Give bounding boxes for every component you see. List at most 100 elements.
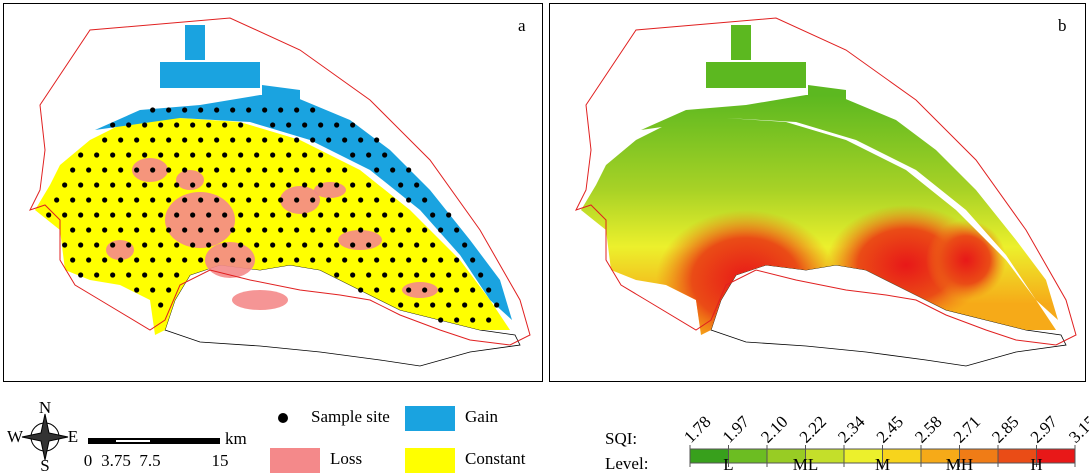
sample-site [150, 287, 155, 292]
sample-site [446, 302, 451, 307]
sample-site [230, 257, 235, 262]
sample-site [422, 227, 427, 232]
sample-site [406, 257, 411, 262]
sample-site [238, 212, 243, 217]
sample-site [198, 227, 203, 232]
sample-site [350, 122, 355, 127]
sample-site [454, 287, 459, 292]
sample-site [390, 287, 395, 292]
sample-site [350, 242, 355, 247]
sample-site [294, 107, 299, 112]
sample-site [110, 212, 115, 217]
sample-site [478, 272, 483, 277]
sample-site [270, 212, 275, 217]
legend-label: Gain [465, 407, 499, 426]
sample-site [326, 137, 331, 142]
sample-site [126, 272, 131, 277]
map [30, 18, 530, 366]
sample-site [118, 167, 123, 172]
sample-site [134, 167, 139, 172]
scale-tick-label: 0 [84, 451, 93, 470]
sample-site [438, 287, 443, 292]
sample-site [254, 212, 259, 217]
sample-site [246, 167, 251, 172]
sample-site [270, 242, 275, 247]
sample-site [262, 137, 267, 142]
scale-unit: km [225, 429, 247, 448]
sample-site [206, 182, 211, 187]
sample-site [262, 227, 267, 232]
sample-site [246, 107, 251, 112]
sample-site [150, 227, 155, 232]
level-label: L [723, 455, 733, 474]
sample-site [470, 257, 475, 262]
scale-bar-body [88, 438, 220, 444]
sample-site [286, 152, 291, 157]
panel-label: a [518, 16, 526, 35]
sample-site [326, 227, 331, 232]
sample-site [358, 257, 363, 262]
sample-site [158, 212, 163, 217]
sample-site [286, 212, 291, 217]
sample-site [278, 167, 283, 172]
sample-site [430, 242, 435, 247]
sample-site [206, 212, 211, 217]
sqi-break-label: 2.45 [873, 412, 907, 446]
sample-site [78, 242, 83, 247]
sample-site [198, 197, 203, 202]
sample-site [462, 272, 467, 277]
sample-site [230, 197, 235, 202]
sample-site [326, 197, 331, 202]
sample-site [158, 302, 163, 307]
legend-label: Constant [465, 449, 526, 468]
loss-patch [232, 290, 288, 310]
loss-patch [338, 230, 382, 250]
sample-site [254, 152, 259, 157]
scale-bar: km [88, 429, 247, 448]
sample-site [158, 122, 163, 127]
sample-site [214, 257, 219, 262]
sample-site [334, 182, 339, 187]
sample-site [358, 287, 363, 292]
sqi-break-label: 2.97 [1027, 412, 1062, 447]
sample-site [430, 302, 435, 307]
sample-site [134, 137, 139, 142]
sample-site [302, 242, 307, 247]
sample-site [262, 257, 267, 262]
sample-site [118, 137, 123, 142]
sample-site [78, 212, 83, 217]
sqi-break-label: 2.10 [757, 412, 791, 446]
sample-site [254, 242, 259, 247]
sample-site [62, 212, 67, 217]
legend-label: Sample site [311, 407, 390, 426]
sample-site [134, 287, 139, 292]
sample-site [134, 227, 139, 232]
sample-site [190, 182, 195, 187]
sample-site [422, 197, 427, 202]
sample-site [230, 167, 235, 172]
sample-site [406, 227, 411, 232]
sample-site [342, 197, 347, 202]
compass: N S E W [7, 398, 78, 474]
sample-site [174, 122, 179, 127]
level-title: Level: [605, 454, 648, 473]
sample-site [318, 122, 323, 127]
sample-site [142, 242, 147, 247]
sample-site [158, 242, 163, 247]
sample-site [94, 212, 99, 217]
sample-site [198, 107, 203, 112]
sample-site [470, 317, 475, 322]
sample-site [302, 212, 307, 217]
sample-site [414, 302, 419, 307]
sample-site [270, 182, 275, 187]
sample-site [246, 197, 251, 202]
sample-site [214, 167, 219, 172]
sample-site [246, 227, 251, 232]
sample-site [302, 152, 307, 157]
sample-site [230, 107, 235, 112]
sample-site [278, 137, 283, 142]
sample-site [62, 242, 67, 247]
sample-site [318, 182, 323, 187]
sample-site [246, 257, 251, 262]
compass-north: N [39, 398, 51, 417]
